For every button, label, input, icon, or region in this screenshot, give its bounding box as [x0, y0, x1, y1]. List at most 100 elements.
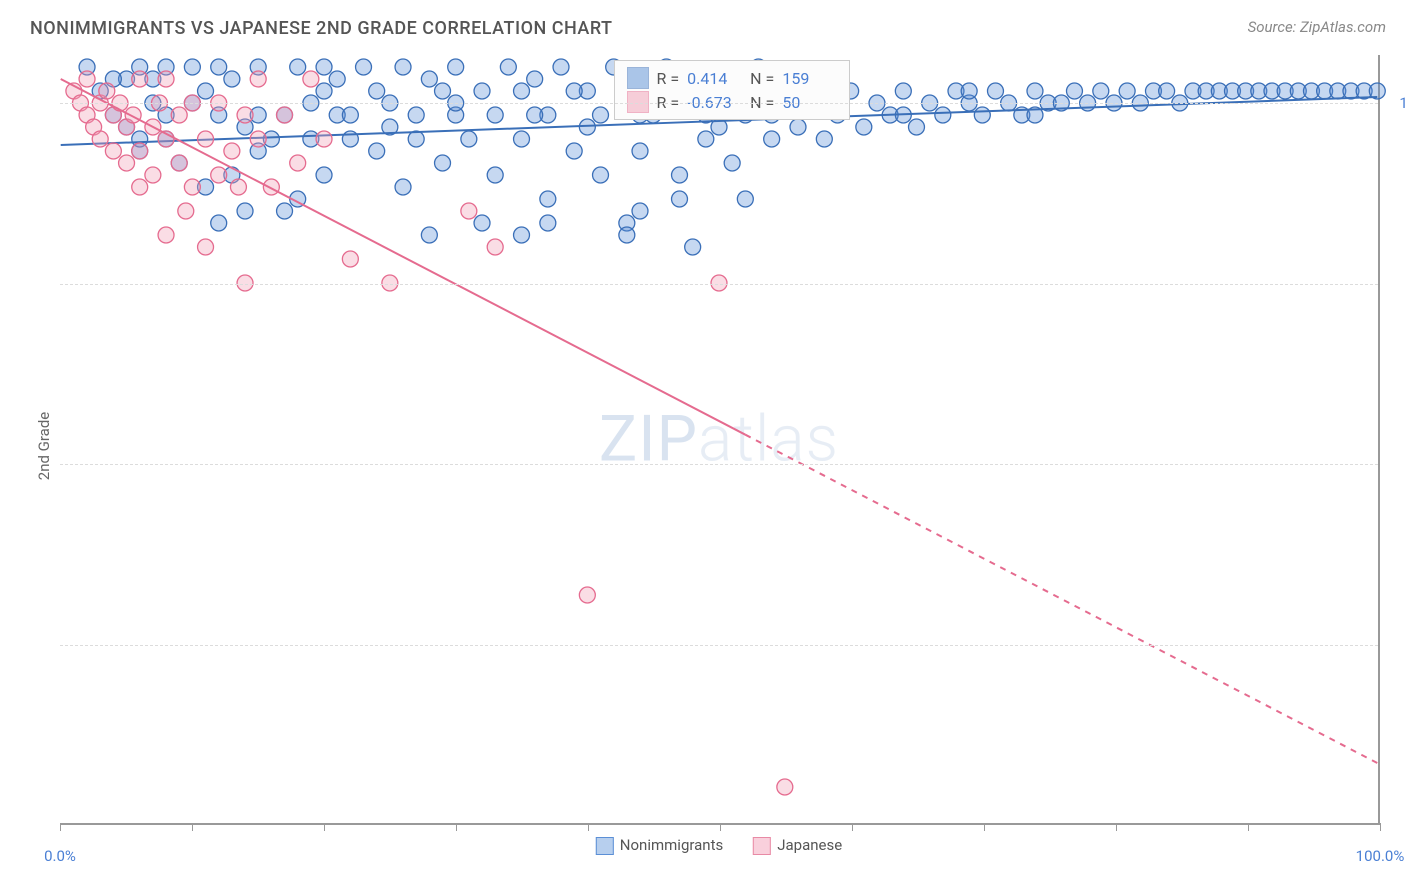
scatter-point — [1159, 83, 1175, 99]
scatter-point — [316, 59, 332, 75]
scatter-point — [395, 59, 411, 75]
gridline — [60, 284, 1378, 285]
scatter-point — [593, 107, 609, 123]
x-tick — [1116, 823, 1117, 831]
scatter-point — [369, 143, 385, 159]
n-value: 159 — [782, 69, 837, 88]
scatter-point — [198, 239, 214, 255]
x-tick — [60, 823, 61, 831]
x-tick — [588, 823, 589, 831]
scatter-point — [329, 71, 345, 87]
scatter-point — [632, 203, 648, 219]
scatter-point — [250, 131, 266, 147]
scatter-point — [198, 131, 214, 147]
scatter-point — [435, 155, 451, 171]
scatter-point — [290, 59, 306, 75]
r-label: R = — [657, 69, 680, 88]
scatter-point — [171, 107, 187, 123]
scatter-point — [277, 203, 293, 219]
scatter-point — [250, 71, 266, 87]
scatter-point — [158, 227, 174, 243]
scatter-point — [672, 167, 688, 183]
x-tick — [720, 823, 721, 831]
scatter-point — [764, 131, 780, 147]
stats-row: R = 0.414 N = 159 — [627, 67, 838, 89]
scatter-point — [685, 239, 701, 255]
scatter-point — [566, 143, 582, 159]
scatter-point — [988, 83, 1004, 99]
y-tick-label: 100.0% — [1399, 94, 1406, 112]
n-label: N = — [750, 69, 774, 88]
scatter-point — [277, 107, 293, 123]
scatter-point — [909, 119, 925, 135]
scatter-point — [230, 179, 246, 195]
scatter-point — [408, 131, 424, 147]
scatter-point — [816, 131, 832, 147]
scatter-point — [316, 167, 332, 183]
scatter-point — [316, 83, 332, 99]
r-value: -0.673 — [687, 93, 742, 112]
scatter-point — [184, 179, 200, 195]
bottom-legend: Nonimmigrants Japanese — [596, 836, 842, 855]
r-label: R = — [657, 93, 680, 112]
scatter-point — [369, 83, 385, 99]
scatter-point — [487, 239, 503, 255]
legend-label: Japanese — [777, 836, 842, 854]
scatter-point — [211, 59, 227, 75]
x-tick — [852, 823, 853, 831]
scatter-point — [92, 131, 108, 147]
scatter-point — [632, 143, 648, 159]
scatter-point — [553, 59, 569, 75]
scatter-point — [474, 215, 490, 231]
scatter-point — [395, 179, 411, 195]
x-tick-label: 0.0% — [44, 847, 76, 865]
gridline — [60, 464, 1378, 465]
scatter-point — [514, 131, 530, 147]
scatter-point — [672, 191, 688, 207]
legend-label: Nonimmigrants — [620, 836, 723, 854]
scatter-point — [263, 179, 279, 195]
scatter-point — [724, 155, 740, 171]
stats-box: R =0.414N =159R =-0.673N =50 — [614, 60, 851, 120]
scatter-point — [777, 779, 793, 795]
scatter-point — [461, 203, 477, 219]
legend-item: Nonimmigrants — [596, 836, 723, 855]
x-tick — [1248, 823, 1249, 831]
scatter-point — [1066, 83, 1082, 99]
scatter-point — [237, 107, 253, 123]
y-axis-label: 2nd Grade — [35, 412, 53, 480]
scatter-point — [514, 227, 530, 243]
scatter-point — [316, 131, 332, 147]
scatter-point — [579, 587, 595, 603]
r-value: 0.414 — [687, 69, 742, 88]
scatter-point — [500, 59, 516, 75]
scatter-point — [421, 227, 437, 243]
scatter-point — [448, 59, 464, 75]
scatter-point — [211, 167, 227, 183]
scatter-point — [171, 155, 187, 171]
scatter-point — [487, 167, 503, 183]
scatter-point — [540, 191, 556, 207]
scatter-point — [856, 119, 872, 135]
scatter-point — [527, 107, 543, 123]
scatter-point — [342, 251, 358, 267]
scatter-point — [132, 143, 148, 159]
scatter-point — [184, 59, 200, 75]
scatter-point — [158, 71, 174, 87]
scatter-point — [1119, 83, 1135, 99]
scatter-point — [145, 167, 161, 183]
scatter-point — [132, 71, 148, 87]
n-label: N = — [750, 93, 774, 112]
scatter-point — [79, 71, 95, 87]
scatter-point — [974, 107, 990, 123]
scatter-point — [119, 155, 135, 171]
scatter-point — [487, 107, 503, 123]
chart-svg — [60, 55, 1378, 823]
scatter-point — [342, 107, 358, 123]
scatter-point — [540, 215, 556, 231]
legend-item: Japanese — [753, 836, 842, 855]
scatter-point — [461, 131, 477, 147]
source-label: Source: ZipAtlas.com — [1248, 18, 1386, 36]
scatter-point — [178, 203, 194, 219]
scatter-point — [237, 203, 253, 219]
